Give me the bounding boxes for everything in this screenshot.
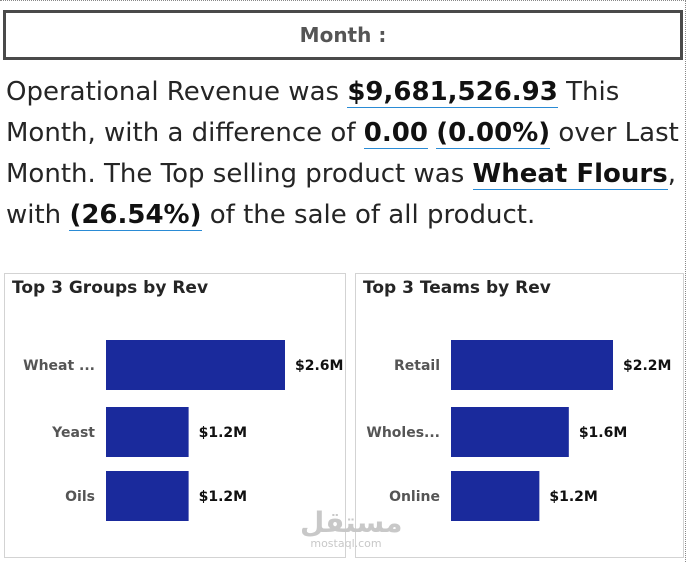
teams-bar-chart: Retail $2.2M Wholes... $1.6M Online $1.2M <box>366 340 671 521</box>
revenue-summary: Operational Revenue was $9,681,526.93 Th… <box>6 72 686 236</box>
bar[interactable] <box>451 471 540 521</box>
category-label: Retail <box>394 358 440 374</box>
summary-text: , with <box>6 159 676 230</box>
teams-chart-title: Top 3 Teams by Rev <box>363 278 551 298</box>
bar[interactable] <box>451 340 613 390</box>
groups-bar-chart: Wheat ... $2.6M Yeast $1.2M Oils $1.2M <box>23 340 343 521</box>
category-label: Wholes... <box>366 425 440 441</box>
month-label: Month : <box>299 23 387 47</box>
category-label: Yeast <box>51 425 95 441</box>
category-label: Wheat ... <box>23 358 95 374</box>
revenue-value: $9,681,526.93 <box>347 77 558 108</box>
share-percent: (26.54%) <box>69 200 202 231</box>
bar[interactable] <box>106 471 189 521</box>
bar[interactable] <box>106 407 189 457</box>
data-label: $1.2M <box>549 489 597 505</box>
summary-text: Operational Revenue was <box>6 77 348 107</box>
data-label: $2.2M <box>623 358 671 374</box>
summary-text <box>428 118 436 148</box>
data-label: $1.6M <box>579 425 627 441</box>
data-label: $2.6M <box>295 358 343 374</box>
category-label: Oils <box>65 489 95 505</box>
summary-text: This Month, with a difference of <box>6 77 620 148</box>
bar[interactable] <box>106 340 285 390</box>
groups-chart-title: Top 3 Groups by Rev <box>12 278 209 298</box>
data-label: $1.2M <box>199 425 247 441</box>
data-label: $1.2M <box>199 489 247 505</box>
difference-value: 0.00 <box>363 118 428 149</box>
difference-percent: (0.00%) <box>436 118 551 149</box>
category-label: Online <box>389 489 440 505</box>
summary-text: of the sale of all product. <box>201 200 536 230</box>
bar[interactable] <box>451 407 569 457</box>
month-slicer[interactable]: Month : <box>3 10 683 60</box>
groups-chart-card[interactable]: Top 3 Groups by Rev Wheat ... $2.6M Yeast $… <box>4 273 346 558</box>
top-product-value: Wheat Flours <box>472 159 668 190</box>
teams-chart-card[interactable]: Top 3 Teams by Rev Retail $2.2M Wholes... $… <box>355 273 684 558</box>
summary-text: over Last Month. The Top selling product… <box>6 118 679 189</box>
